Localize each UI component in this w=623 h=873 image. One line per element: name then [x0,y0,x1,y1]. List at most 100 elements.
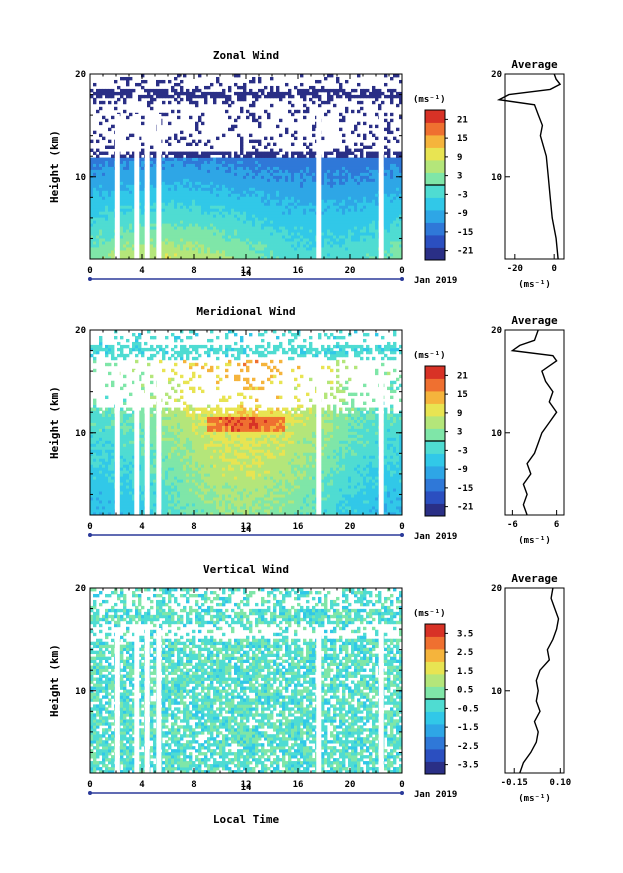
heatmap-cell [309,151,313,155]
heatmap-cell [336,151,340,155]
heatmap-cell [396,166,400,170]
heatmap-cell [336,76,340,81]
heatmap-cell [393,160,397,164]
heatmap-cell [321,217,325,221]
heatmap-cell [165,157,169,161]
heatmap-cell [207,169,211,173]
heatmap-cell [96,184,100,188]
heatmap-cell [186,88,190,93]
heatmap-cell [288,229,292,233]
heatmap-cell [306,163,310,167]
heatmap-cell [243,238,247,242]
heatmap-cell [90,211,94,215]
heatmap-cell [294,175,298,179]
heatmap-cell [327,226,331,230]
heatmap-cell [246,509,250,513]
heatmap-cell [387,181,391,185]
heatmap-cell [198,238,202,242]
heatmap-cell [240,139,244,144]
heatmap-cell [198,74,202,78]
heatmap-cell [294,187,298,191]
heatmap-cell [261,512,265,516]
heatmap-cell [375,220,379,224]
heatmap-cell [255,202,259,206]
heatmap-cell [102,196,106,200]
heatmap-cell [120,205,124,209]
heatmap-cell [237,115,241,120]
heatmap-cell [285,244,289,248]
heatmap-cell [324,241,328,245]
heatmap-cell [285,250,289,254]
heatmap-cell [276,91,280,96]
heatmap-cell [288,109,292,114]
heatmap-cell [228,208,232,212]
heatmap-cell [177,208,181,212]
heatmap-cell [129,112,133,117]
heatmap-cell [342,139,346,144]
heatmap-cell [129,205,133,209]
heatmap-cell [348,220,352,224]
heatmap-cell [198,205,202,209]
heatmap-cell [153,184,157,188]
heatmap-cell [300,199,304,203]
heatmap-cell [198,229,202,233]
heatmap-cell [96,241,100,245]
heatmap-cell [123,217,127,221]
heatmap-cell [306,500,310,504]
heatmap-cell [342,506,346,510]
heatmap-cell [177,247,181,251]
heatmap-cell [351,157,355,161]
heatmap-cell [165,250,169,254]
heatmap-cell [228,196,232,200]
heatmap-cell [120,232,124,236]
heatmap-cell [213,500,217,504]
heatmap-cell [132,223,136,227]
heatmap-cell [90,253,94,257]
heatmap-cell [201,512,205,516]
heatmap-cell [207,160,211,164]
heatmap-cell [396,208,400,212]
heatmap-cell [336,202,340,206]
heatmap-cell [363,169,367,173]
heatmap-cell [312,211,316,215]
heatmap-cell [249,187,253,191]
heatmap-cell [90,223,94,227]
heatmap-cell [384,253,388,257]
heatmap-cell [225,175,229,179]
heatmap-cell [306,196,310,200]
heatmap-cell [396,250,400,254]
heatmap-cell [123,154,127,158]
heatmap-cell [357,199,361,203]
heatmap-cell [303,190,307,194]
heatmap-cell [327,503,331,507]
heatmap-cell [264,217,268,221]
heatmap-cell [246,178,250,182]
heatmap-cell [366,235,370,239]
heatmap-cell [309,229,313,233]
heatmap-cell [189,500,193,504]
heatmap-cell [285,235,289,239]
heatmap-cell [201,509,205,513]
heatmap-cell [237,193,241,197]
heatmap-cell [399,94,403,99]
heatmap-cell [279,133,283,138]
heatmap-cell [150,184,154,188]
heatmap-cell [198,226,202,230]
heatmap-cell [201,223,205,227]
heatmap-cell [177,211,181,215]
heatmap-cell [96,169,100,173]
heatmap-cell [348,172,352,176]
heatmap-cell [231,169,235,173]
heatmap-cell [273,241,277,245]
heatmap-cell [279,205,283,209]
heatmap-cell [234,256,238,260]
heatmap-cell [195,232,199,236]
heatmap-cell [294,223,298,227]
heatmap-cell [297,193,301,197]
heatmap-cell [384,217,388,221]
heatmap-cell [150,193,154,197]
heatmap-cell [195,256,199,260]
heatmap-cell [138,187,142,191]
heatmap-cell [228,166,232,170]
heatmap-cell [369,503,373,507]
